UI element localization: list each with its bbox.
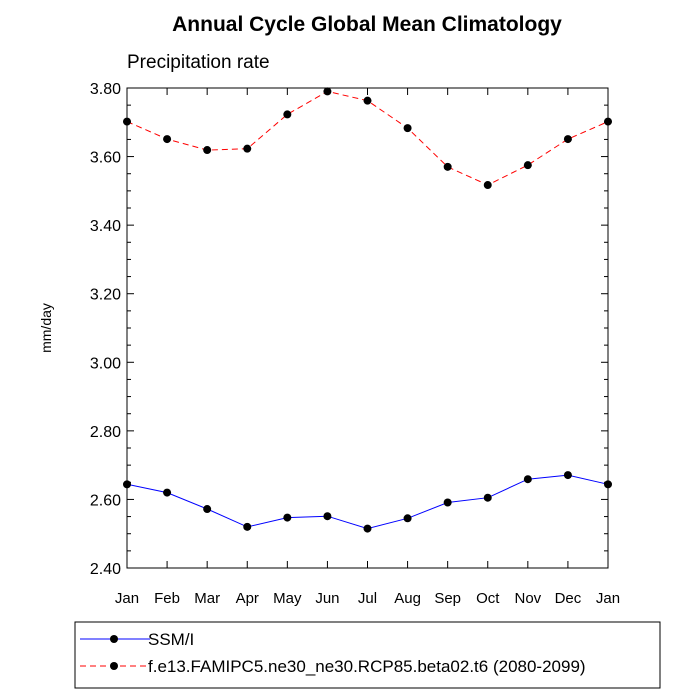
series-1-point [203, 505, 212, 514]
series-1-point [483, 493, 492, 502]
x-tick-label: Jul [358, 590, 377, 607]
chart-title: Annual Cycle Global Mean Climatology [172, 13, 562, 36]
x-tick-label: Nov [514, 590, 541, 607]
series-1-point [283, 513, 292, 522]
legend-label-2: f.e13.FAMIPC5.ne30_ne30.RCP85.beta02.t6 … [148, 657, 586, 676]
series-layer [123, 87, 612, 533]
x-tick-label: Jan [596, 590, 620, 607]
series-2-point [283, 110, 292, 119]
series-2-point [403, 124, 412, 133]
series-2-point [523, 161, 532, 170]
legend: SSM/I f.e13.FAMIPC5.ne30_ne30.RCP85.beta0… [80, 630, 586, 676]
x-tick-label: Feb [154, 590, 180, 607]
series-2-point [604, 117, 612, 126]
series-2-point [363, 96, 372, 105]
x-tick-label: Oct [476, 590, 500, 607]
y-tick-label: 3.20 [90, 287, 121, 304]
y-tick-label: 2.40 [90, 561, 121, 578]
x-tick-label: Sep [434, 590, 461, 607]
series-1-point [563, 471, 572, 480]
y-tick-label: 3.80 [90, 81, 121, 98]
series-1-point [443, 498, 452, 507]
series-2-point [163, 135, 172, 144]
series-2-point [483, 181, 492, 190]
legend-box [74, 621, 661, 689]
x-tick-labels: Jan Feb Mar Apr May Jun Jul Aug Sep Oct Nov Dec Jan [115, 590, 620, 607]
x-tick-label: May [273, 590, 302, 607]
y-tick-label: 2.80 [90, 424, 121, 441]
y-tick-label: 3.00 [90, 355, 121, 372]
series-2-point [203, 146, 212, 155]
axis-ticks [126, 87, 609, 569]
x-tick-label: Jun [315, 590, 339, 607]
series-1-point [163, 488, 172, 497]
y-axis-label: mm/day [38, 303, 54, 353]
x-tick-label: Dec [555, 590, 582, 607]
y-tick-labels: 2.40 2.60 2.80 3.00 3.20 3.40 3.60 3.80 [90, 81, 121, 578]
x-tick-label: Aug [394, 590, 421, 607]
series-2-point [243, 144, 252, 153]
series-1-point [123, 480, 131, 489]
series-line-1 [126, 474, 609, 530]
y-tick-label: 3.40 [90, 218, 121, 235]
series-2-point [123, 117, 131, 126]
legend-marker-1 [110, 635, 118, 643]
series-2-point [443, 162, 452, 171]
y-tick-label: 2.60 [90, 492, 121, 509]
x-tick-label: Mar [194, 590, 220, 607]
chart-subtitle: Precipitation rate [127, 52, 270, 73]
plot-frame [126, 87, 609, 569]
y-tick-label: 3.60 [90, 150, 121, 167]
legend-marker-2 [110, 662, 118, 670]
series-1-point [363, 524, 372, 533]
series-1-point [604, 480, 612, 489]
series-1-point [323, 512, 332, 521]
x-tick-label: Jan [115, 590, 139, 607]
series-1-point [403, 514, 412, 523]
series-1-point [243, 522, 252, 531]
legend-label-1: SSM/I [148, 630, 194, 649]
series-1-point [523, 475, 532, 484]
series-line-2 [126, 90, 609, 186]
x-tick-label: Apr [236, 590, 259, 607]
series-2-point [563, 135, 572, 144]
series-2-point [323, 87, 332, 96]
